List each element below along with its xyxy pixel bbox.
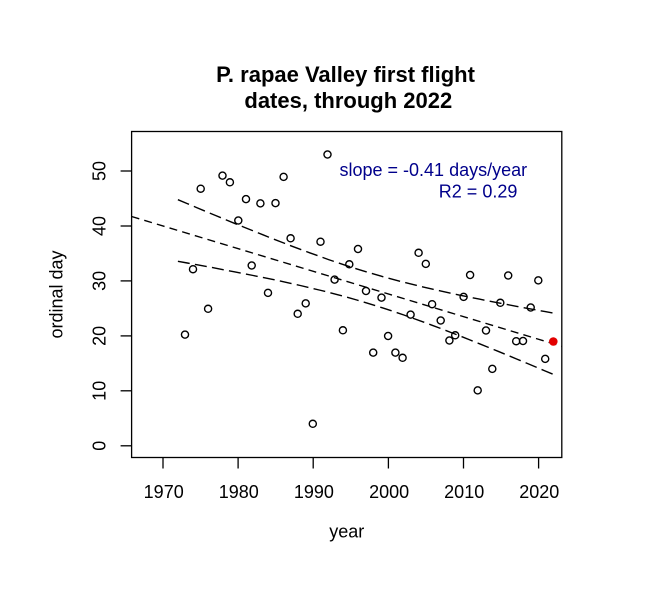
svg-text:2000: 2000 <box>369 482 409 502</box>
svg-text:1980: 1980 <box>219 482 259 502</box>
svg-text:slope = -0.41 days/year: slope = -0.41 days/year <box>340 160 528 180</box>
svg-text:2010: 2010 <box>444 482 484 502</box>
svg-text:50: 50 <box>90 161 110 181</box>
svg-text:P. rapae Valley first flight: P. rapae Valley first flight <box>216 62 475 87</box>
svg-text:40: 40 <box>90 216 110 236</box>
svg-text:ordinal day: ordinal day <box>47 250 67 338</box>
svg-text:0: 0 <box>90 441 110 451</box>
svg-text:dates, through 2022: dates, through 2022 <box>244 88 452 113</box>
svg-text:10: 10 <box>90 381 110 401</box>
svg-text:20: 20 <box>90 326 110 346</box>
svg-text:R2 = 0.29: R2 = 0.29 <box>439 182 518 202</box>
svg-text:year: year <box>329 521 364 541</box>
svg-text:2020: 2020 <box>519 482 559 502</box>
svg-text:30: 30 <box>90 271 110 291</box>
svg-text:1970: 1970 <box>144 482 184 502</box>
svg-text:1990: 1990 <box>294 482 334 502</box>
